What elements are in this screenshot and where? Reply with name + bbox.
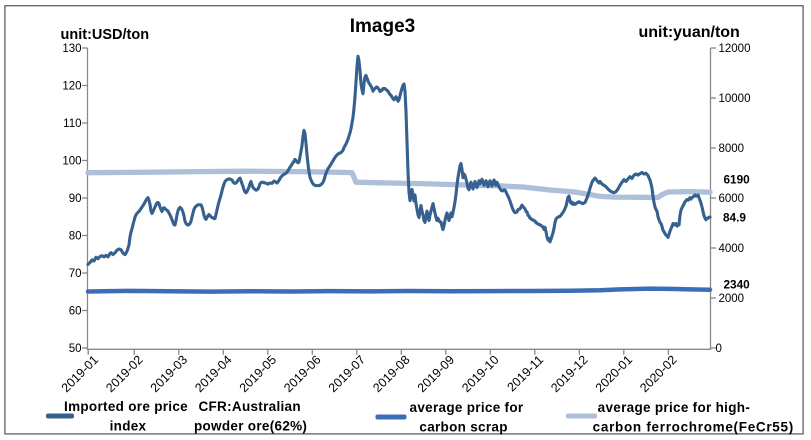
- svg-text:average price for high-: average price for high-: [598, 400, 750, 415]
- svg-text:Imported ore price: Imported ore price: [64, 399, 188, 414]
- svg-text:unit:yuan/ton: unit:yuan/ton: [639, 24, 740, 41]
- svg-text:50: 50: [69, 343, 82, 355]
- svg-text:10000: 10000: [719, 93, 751, 105]
- svg-text:84.9: 84.9: [723, 210, 746, 224]
- svg-text:carbon scrap: carbon scrap: [419, 420, 507, 435]
- svg-text:powder ore(62%): powder ore(62%): [194, 419, 307, 434]
- svg-text:4000: 4000: [719, 243, 745, 255]
- svg-text:90: 90: [69, 193, 82, 205]
- svg-text:8000: 8000: [719, 143, 745, 155]
- svg-text:average price for: average price for: [410, 400, 524, 415]
- svg-text:index: index: [110, 419, 147, 434]
- svg-text:2340: 2340: [724, 278, 751, 292]
- svg-text:0: 0: [716, 343, 722, 355]
- svg-text:CFR:Australian: CFR:Australian: [198, 399, 300, 414]
- svg-text:60: 60: [69, 306, 82, 318]
- svg-text:130: 130: [62, 43, 81, 55]
- svg-text:70: 70: [69, 268, 82, 280]
- svg-text:Image3: Image3: [350, 16, 415, 37]
- svg-text:12000: 12000: [719, 43, 751, 55]
- svg-text:120: 120: [62, 81, 81, 93]
- svg-text:100: 100: [62, 156, 81, 168]
- svg-text:2000: 2000: [719, 293, 745, 305]
- svg-text:6000: 6000: [719, 193, 745, 205]
- svg-text:110: 110: [63, 118, 81, 130]
- svg-text:unit:USD/ton: unit:USD/ton: [61, 27, 150, 43]
- svg-text:6190: 6190: [724, 172, 751, 186]
- svg-text:80: 80: [69, 231, 82, 243]
- svg-text:carbon ferrochrome(FeCr55): carbon ferrochrome(FeCr55): [593, 420, 794, 435]
